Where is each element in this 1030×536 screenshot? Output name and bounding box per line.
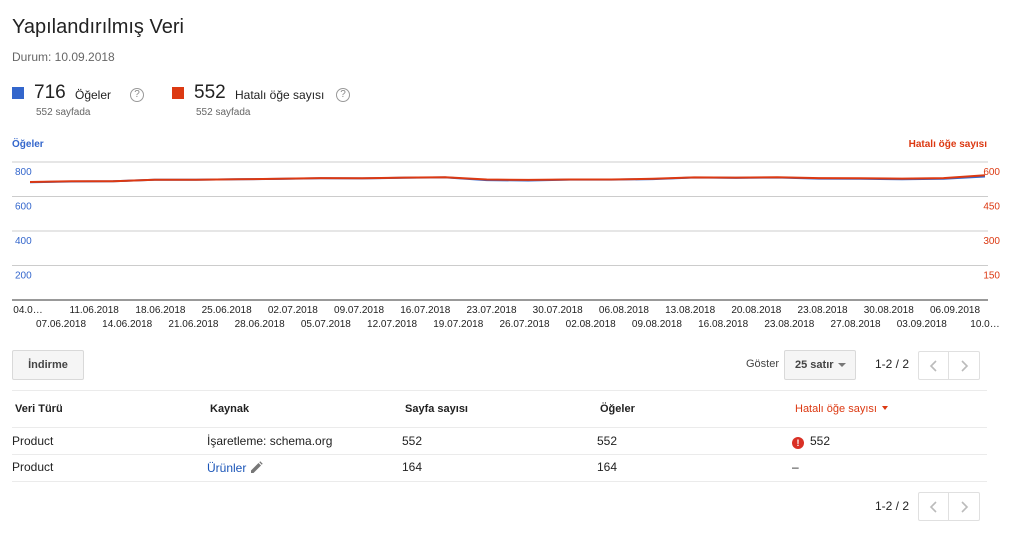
rows-per-page-value: 25 satır	[795, 359, 834, 371]
x-tick-label: 12.07.2018	[367, 319, 417, 330]
right-tick-label: 150	[983, 271, 1000, 282]
errors-label: Hatalı öğe sayısı	[235, 88, 325, 102]
download-button[interactable]: İndirme	[12, 350, 84, 380]
x-tick-label: 16.07.2018	[400, 305, 450, 316]
items-count: 716	[34, 82, 66, 103]
x-tick-label: 02.08.2018	[566, 319, 616, 330]
cell-pages: 552	[402, 434, 423, 448]
page-title: Yapılandırılmış Veri	[12, 16, 184, 38]
column-header-source[interactable]: Kaynak	[210, 403, 250, 415]
sort-descending-icon	[881, 406, 888, 410]
x-tick-label: 28.06.2018	[235, 319, 285, 330]
right-tick-label: 300	[983, 236, 1000, 247]
question-circle-icon[interactable]: ?	[336, 88, 350, 102]
x-tick-label: 19.07.2018	[433, 319, 483, 330]
x-tick-label: 30.08.2018	[864, 305, 914, 316]
left-tick-label: 600	[15, 202, 32, 213]
pencil-edit-icon[interactable]	[250, 461, 264, 474]
left-tick-label: 400	[15, 236, 32, 247]
errors-series-line	[29, 174, 986, 183]
prev-page-button[interactable]	[918, 351, 949, 380]
right-tick-label: 600	[983, 167, 1000, 178]
items-metric[interactable]: 716 Öğeler ? 552 sayfada	[12, 82, 162, 122]
column-header-pages[interactable]: Sayfa sayısı	[405, 403, 468, 415]
x-tick-label: 13.08.2018	[665, 305, 715, 316]
question-circle-icon[interactable]: ?	[130, 88, 144, 102]
chevron-down-icon	[838, 363, 846, 367]
x-tick-label: 18.06.2018	[135, 305, 185, 316]
table-bottom-divider	[12, 481, 987, 482]
show-label: Göster	[746, 358, 780, 370]
column-header-items[interactable]: Öğeler	[600, 403, 635, 415]
x-tick-label: 23.07.2018	[466, 305, 516, 316]
x-tick-label: 25.06.2018	[202, 305, 252, 316]
cell-type: Product	[12, 460, 54, 474]
chevron-right-icon	[961, 359, 969, 372]
x-tick-label: 02.07.2018	[268, 305, 318, 316]
error-icon: !	[792, 437, 804, 449]
x-tick-label: 23.08.2018	[764, 319, 814, 330]
table-row-divider	[12, 454, 987, 455]
table-header-divider	[12, 427, 987, 428]
cell-type: Product	[12, 434, 54, 448]
x-tick-label: 04.0…	[13, 305, 42, 316]
status-date: Durum: 10.09.2018	[12, 50, 115, 64]
cell-errors-value: 552	[810, 434, 831, 448]
chevron-right-icon	[961, 500, 969, 513]
next-page-button-bottom[interactable]	[949, 492, 980, 521]
column-header-type[interactable]: Veri Türü	[15, 403, 63, 415]
left-tick-label: 200	[15, 271, 32, 282]
x-tick-label: 26.07.2018	[499, 319, 549, 330]
prev-page-button-bottom[interactable]	[918, 492, 949, 521]
left-tick-label: 800	[15, 167, 32, 178]
x-tick-label: 06.08.2018	[599, 305, 649, 316]
x-tick-label: 11.06.2018	[70, 305, 120, 316]
cell-items: 552	[597, 434, 618, 448]
x-tick-label: 20.08.2018	[731, 305, 781, 316]
x-tick-label: 23.08.2018	[798, 305, 848, 316]
cell-items: 164	[597, 460, 618, 474]
column-header-errors[interactable]: Hatalı öğe sayısı	[795, 403, 888, 415]
items-pages: 552 sayfada	[36, 107, 91, 118]
right-tick-label: 450	[983, 202, 1000, 213]
x-tick-label: 16.08.2018	[698, 319, 748, 330]
x-tick-label: 21.06.2018	[168, 319, 218, 330]
source-link-products[interactable]: Ürünler	[207, 461, 247, 475]
errors-legend-swatch	[172, 87, 184, 99]
rows-per-page-select[interactable]: 25 satır	[784, 350, 856, 380]
errors-count: 552	[194, 82, 226, 103]
x-tick-label: 09.08.2018	[632, 319, 682, 330]
x-tick-label: 06.09.2018	[930, 305, 980, 316]
cell-errors[interactable]: ! 552	[792, 434, 830, 449]
cell-pages: 164	[402, 460, 423, 474]
cell-source: Ürünler	[207, 461, 264, 475]
chevron-left-icon	[929, 500, 937, 513]
errors-metric[interactable]: 552 Hatalı öğe sayısı ? 552 sayfada	[172, 82, 372, 122]
x-tick-label: 30.07.2018	[533, 305, 583, 316]
x-tick-label: 10.0…	[970, 319, 999, 330]
errors-pages: 552 sayfada	[196, 107, 251, 118]
pager-text-top: 1-2 / 2	[875, 357, 910, 371]
left-axis-title: Öğeler	[12, 139, 44, 150]
pager-text-bottom: 1-2 / 2	[875, 499, 910, 513]
items-legend-swatch	[12, 87, 24, 99]
table-top-divider	[12, 390, 987, 391]
x-tick-label: 09.07.2018	[334, 305, 384, 316]
cell-errors: –	[792, 460, 799, 474]
chevron-left-icon	[929, 359, 937, 372]
line-chart: 200 150 400 300 600 450 800 600 04.0… 11.06.2018 1…	[12, 161, 1000, 330]
right-axis-title: Hatalı öğe sayısı	[908, 139, 987, 150]
x-tick-label: 05.07.2018	[301, 319, 351, 330]
next-page-button[interactable]	[949, 351, 980, 380]
items-label: Öğeler	[75, 88, 112, 102]
x-tick-label: 14.06.2018	[102, 319, 152, 330]
column-header-errors-label: Hatalı öğe sayısı	[795, 403, 877, 415]
x-tick-label: 27.08.2018	[831, 319, 881, 330]
x-tick-label: 07.06.2018	[36, 319, 86, 330]
cell-source: İşaretleme: schema.org	[207, 434, 333, 448]
x-tick-label: 03.09.2018	[897, 319, 947, 330]
